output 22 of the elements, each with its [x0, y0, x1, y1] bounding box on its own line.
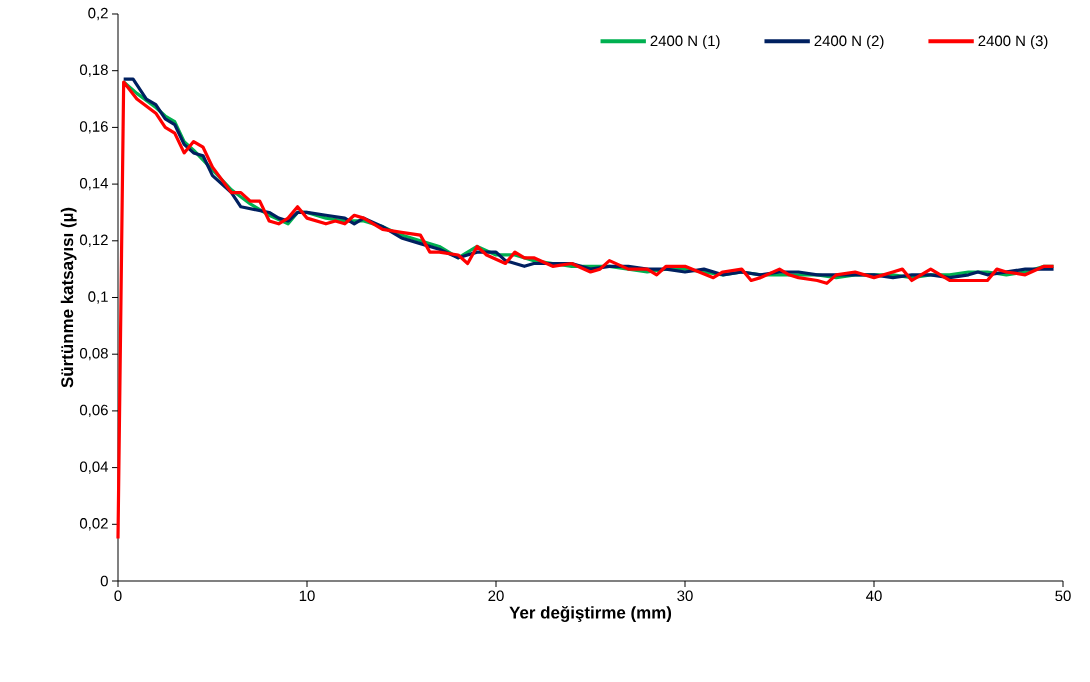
y-tick-label: 0,12 — [79, 234, 108, 247]
y-tick-label: 0,18 — [79, 64, 108, 77]
x-tick-label: 10 — [299, 590, 315, 602]
x-tick-label: 50 — [1055, 590, 1071, 602]
y-tick-label: 0,1 — [88, 291, 108, 304]
y-tick-label: 0,16 — [79, 121, 108, 134]
x-tick-label: 30 — [677, 590, 693, 602]
x-tick-label: 0 — [114, 590, 122, 602]
legend-label: 2400 N (3) — [978, 35, 1048, 50]
y-tick-label: 0,2 — [88, 7, 108, 21]
y-tick-label: 0,14 — [79, 177, 109, 191]
x-tick-label: 40 — [866, 590, 882, 602]
y-tick-label: 0,08 — [79, 348, 108, 361]
x-axis-title: Yer değiştirme (mm) — [509, 605, 672, 622]
y-tick-label: 0,02 — [79, 518, 108, 531]
y-tick-label: 0,06 — [79, 404, 108, 418]
y-tick-label: 0,04 — [79, 461, 109, 474]
legend-label: 2400 N (2) — [814, 35, 884, 50]
y-tick-label: 0 — [100, 575, 108, 587]
legend-label: 2400 N (1) — [650, 35, 720, 50]
x-tick-label: 20 — [488, 590, 504, 602]
y-axis-title: Sürtünme katsayısı (µ) — [60, 207, 77, 388]
